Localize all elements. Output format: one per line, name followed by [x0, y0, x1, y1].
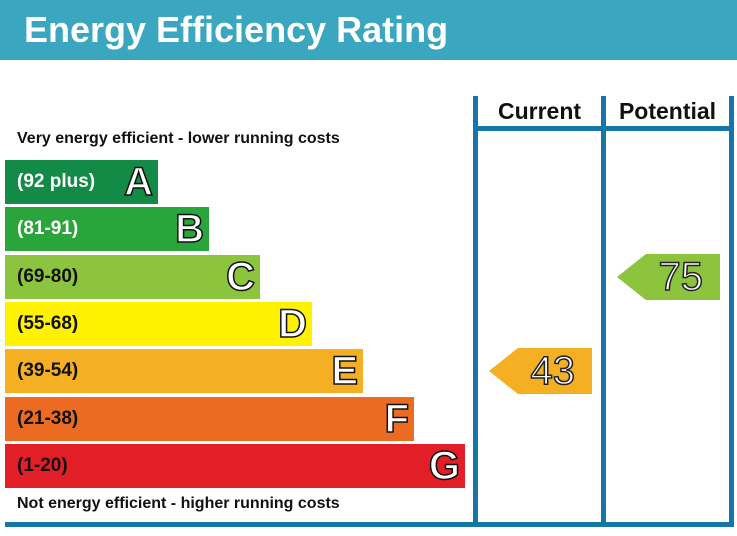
band-letter: C [225, 254, 255, 300]
band-a: (92 plus) A [5, 159, 158, 205]
band-range-label: (92 plus) [17, 171, 96, 192]
band-g: (1-20) G [5, 443, 465, 489]
band-range-label: (1-20) [17, 455, 68, 476]
potential-rating-arrow: 75 [617, 254, 720, 300]
band-c: (69-80) C [5, 254, 260, 300]
band-letter: E [331, 348, 359, 394]
band-range-label: (69-80) [17, 266, 79, 287]
band-range-label: (21-38) [17, 408, 79, 429]
header-bar: Energy Efficiency Rating [0, 0, 737, 60]
current-column-header: Current [497, 98, 582, 124]
band-f: (21-38) F [5, 396, 414, 442]
band-letter: G [428, 443, 461, 489]
divider-left [473, 96, 478, 526]
top-note: Very energy efficient - lower running co… [17, 130, 340, 147]
header-rule [473, 126, 734, 131]
band-b: (81-91) B [5, 206, 209, 252]
band-letter: B [174, 206, 204, 252]
band-range-label: (39-54) [17, 360, 79, 381]
potential-column-header: Potential [618, 98, 717, 124]
bottom-rule [5, 522, 734, 527]
current-rating-arrow: 43 [489, 348, 592, 394]
bottom-note: Not energy efficient - higher running co… [17, 495, 340, 512]
band-letter: F [384, 396, 410, 442]
divider-middle [601, 96, 606, 526]
band-d: (55-68) D [5, 301, 312, 347]
band-range-label: (81-91) [17, 218, 79, 239]
potential-rating-value: 75 [658, 254, 704, 300]
divider-right [729, 96, 734, 526]
band-letter: A [123, 159, 153, 205]
current-rating-value: 43 [530, 348, 576, 394]
page-title: Energy Efficiency Rating [24, 9, 449, 50]
band-range-label: (55-68) [17, 313, 79, 334]
band-e: (39-54) E [5, 348, 363, 394]
band-letter: D [277, 301, 307, 347]
